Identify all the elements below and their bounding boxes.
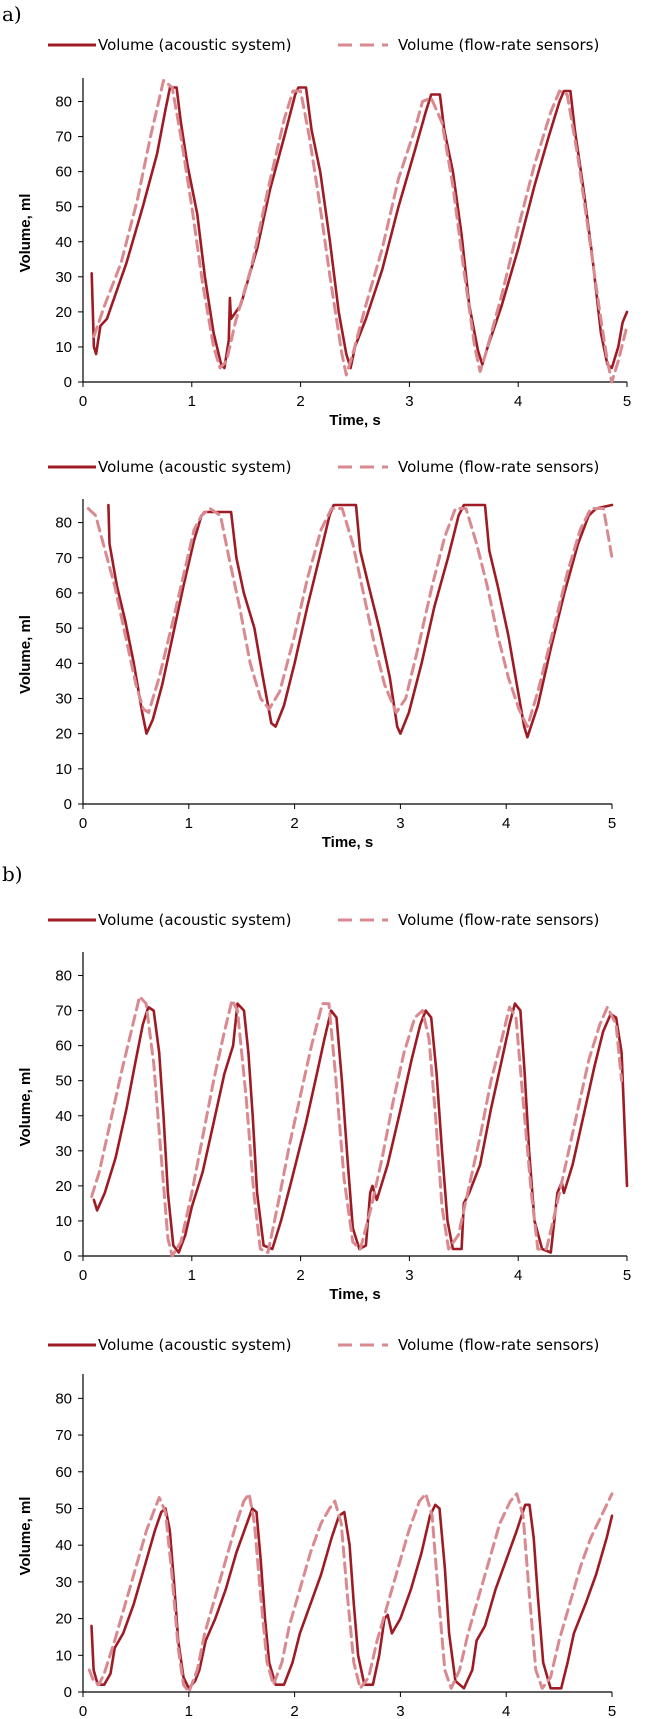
x-tick-label: 5 (608, 1703, 616, 1719)
x-tick-label: 0 (79, 1703, 87, 1719)
legend-label-flow: Volume (flow-rate sensors) (398, 1336, 599, 1354)
y-axis-title: Volume, ml (17, 615, 34, 694)
x-tick-label: 4 (514, 393, 522, 410)
y-axis-title: Volume, ml (17, 1068, 34, 1147)
series-line-acoustic-system (107, 503, 614, 739)
series-line-flow-rate-sensors (86, 507, 614, 729)
series-line-acoustic-system (90, 1503, 614, 1690)
legend: Volume (acoustic system) Volume (flow-rat… (48, 458, 599, 476)
y-tick-label: 20 (55, 1178, 72, 1195)
y-tick-label: 60 (55, 585, 72, 602)
x-tick-label: 3 (396, 1703, 404, 1719)
x-tick-label: 0 (79, 815, 87, 832)
y-tick-label: 10 (55, 339, 72, 356)
y-tick-label: 0 (64, 1684, 72, 1701)
y-tick-label: 70 (55, 129, 72, 146)
panel-label-b: b) (2, 862, 23, 886)
x-tick-label: 4 (502, 815, 510, 832)
y-tick-label: 50 (55, 620, 72, 637)
x-tick-label: 2 (296, 393, 304, 410)
y-tick-label: 30 (55, 269, 72, 286)
y-tick-label: 10 (55, 761, 72, 778)
x-tick-label: 4 (514, 1267, 522, 1284)
y-tick-label: 40 (55, 1108, 72, 1125)
series-line-acoustic-system (92, 1002, 629, 1254)
y-tick-label: 50 (55, 1073, 72, 1090)
y-tick-label: 10 (55, 1213, 72, 1230)
legend-label-flow: Volume (flow-rate sensors) (398, 458, 599, 476)
x-axis-title: Time, s (322, 834, 373, 851)
y-tick-label: 0 (64, 796, 72, 813)
y-tick-label: 70 (55, 1427, 72, 1444)
y-tick-label: 40 (55, 655, 72, 672)
y-tick-label: 30 (55, 690, 72, 707)
x-tick-label: 5 (623, 1267, 631, 1284)
y-tick-label: 40 (55, 1537, 72, 1554)
y-tick-label: 0 (64, 1248, 72, 1265)
y-tick-label: 20 (55, 1611, 72, 1628)
legend-label-acoustic: Volume (acoustic system) (98, 911, 292, 929)
legend-label-acoustic: Volume (acoustic system) (98, 458, 292, 476)
y-tick-label: 60 (55, 1464, 72, 1481)
chart-3: 0 10 20 30 40 50 60 70 80 0 1 2 3 4 5 Time, s Volume, ml… (17, 911, 631, 1303)
y-tick-label: 40 (55, 234, 72, 251)
series-line-acoustic-system (90, 86, 629, 370)
chart-2: 0 10 20 30 40 50 60 70 80 0 1 2 3 4 5 Time, s Volume, ml… (17, 458, 616, 851)
x-tick-label: 0 (79, 393, 87, 410)
legend: Volume (acoustic system) Volume (flow-rat… (48, 1336, 599, 1354)
y-tick-label: 80 (55, 515, 72, 532)
x-tick-label: 2 (296, 1267, 304, 1284)
legend-label-acoustic: Volume (acoustic system) (98, 1336, 292, 1354)
y-tick-label: 80 (55, 968, 72, 985)
y-tick-label: 60 (55, 164, 72, 181)
x-tick-label: 3 (405, 1267, 413, 1284)
x-tick-label: 2 (290, 1703, 298, 1719)
chart-1: 0 10 20 30 40 50 60 70 80 0 1 2 3 4 5 Time, s Volume, ml… (17, 36, 631, 429)
y-tick-label: 50 (55, 1500, 72, 1517)
x-tick-label: 5 (608, 815, 616, 832)
y-tick-label: 30 (55, 1574, 72, 1591)
y-axis-title: Volume, ml (17, 1497, 34, 1576)
x-tick-label: 3 (405, 393, 413, 410)
x-axis-title: Time, s (329, 1286, 380, 1303)
series-line-flow-rate-sensors (92, 79, 629, 384)
y-axis-title: Volume, ml (17, 194, 34, 273)
y-tick-label: 60 (55, 1038, 72, 1055)
y-tick-label: 80 (55, 94, 72, 111)
legend: Volume (acoustic system) Volume (flow-rat… (48, 36, 599, 54)
y-tick-label: 20 (55, 726, 72, 743)
y-tick-label: 50 (55, 199, 72, 216)
y-tick-label: 80 (55, 1390, 72, 1407)
y-tick-label: 20 (55, 304, 72, 321)
x-tick-label: 1 (185, 815, 193, 832)
x-tick-label: 2 (290, 815, 298, 832)
legend-label-flow: Volume (flow-rate sensors) (398, 36, 599, 54)
y-tick-label: 70 (55, 550, 72, 567)
x-tick-label: 1 (185, 1703, 193, 1719)
legend-label-flow: Volume (flow-rate sensors) (398, 911, 599, 929)
x-tick-label: 5 (623, 393, 631, 410)
x-tick-label: 4 (502, 1703, 510, 1719)
series-line-flow-rate-sensors (87, 1492, 614, 1694)
y-tick-label: 30 (55, 1143, 72, 1160)
legend-label-acoustic: Volume (acoustic system) (98, 36, 292, 54)
x-tick-label: 3 (396, 815, 404, 832)
series-line-flow-rate-sensors (90, 995, 624, 1258)
legend: Volume (acoustic system) Volume (flow-rat… (48, 911, 599, 929)
x-axis-title: Time, s (329, 412, 380, 429)
x-tick-label: 1 (188, 1267, 196, 1284)
panel-label-a: a) (2, 2, 22, 26)
x-tick-label: 1 (188, 393, 196, 410)
y-tick-label: 10 (55, 1647, 72, 1664)
y-tick-label: 70 (55, 1003, 72, 1020)
y-tick-label: 0 (64, 374, 72, 391)
x-tick-label: 0 (79, 1267, 87, 1284)
